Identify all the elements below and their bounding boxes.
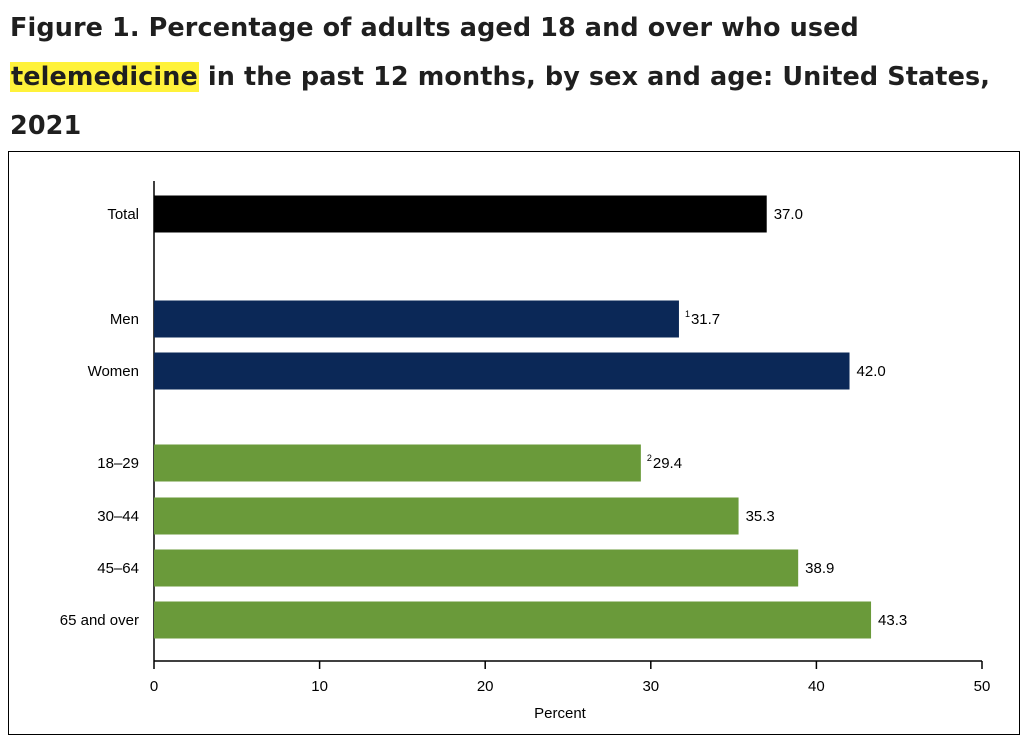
x-tick-label: 40	[808, 678, 825, 695]
bar	[154, 497, 739, 535]
chart-title: Figure 1. Percentage of adults aged 18 a…	[10, 4, 1020, 151]
bar	[154, 352, 850, 390]
category-label: 18–29	[97, 455, 139, 472]
bar	[154, 444, 641, 482]
bar	[154, 549, 799, 587]
x-axis-label: Percent	[534, 705, 587, 722]
value-label: 37.0	[774, 206, 803, 223]
category-label: Women	[88, 363, 139, 380]
title-highlight: telemedicine	[10, 62, 199, 92]
category-label: 65 and over	[60, 612, 139, 629]
value-label: 43.3	[878, 612, 907, 629]
bar	[154, 601, 872, 639]
bar	[154, 300, 679, 338]
footnote-mark: 1	[685, 309, 690, 319]
value-label: 38.9	[805, 560, 834, 577]
x-tick-label: 20	[477, 678, 494, 695]
value-label: 29.4	[653, 455, 682, 472]
category-label: 30–44	[97, 508, 139, 525]
category-label: Total	[107, 206, 139, 223]
footnote-mark: 2	[647, 453, 652, 463]
value-label: 31.7	[691, 311, 720, 328]
x-tick-label: 0	[150, 678, 158, 695]
category-label: Men	[110, 311, 139, 328]
title-suffix: in the past 12 months, by sex and age: U…	[10, 62, 991, 141]
x-tick-label: 10	[311, 678, 328, 695]
title-prefix: Figure 1. Percentage of adults aged 18 a…	[10, 13, 859, 43]
bar	[154, 195, 767, 233]
x-tick-label: 30	[642, 678, 659, 695]
value-label: 42.0	[857, 363, 886, 380]
category-label: 45–64	[97, 560, 139, 577]
value-label: 35.3	[746, 508, 775, 525]
x-tick-label: 50	[974, 678, 991, 695]
